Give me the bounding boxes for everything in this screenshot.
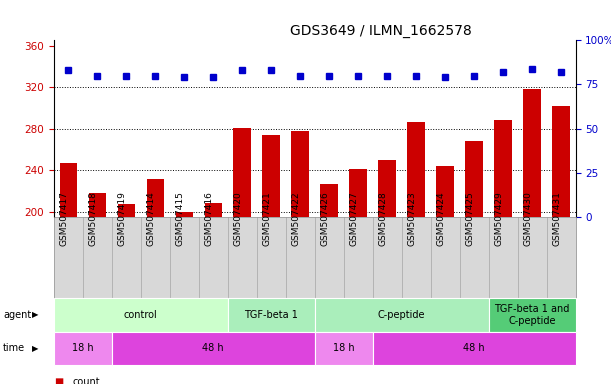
Text: GSM507428: GSM507428 <box>378 192 387 246</box>
Text: GSM507425: GSM507425 <box>465 192 474 246</box>
Bar <box>320 184 338 384</box>
Text: GSM507418: GSM507418 <box>88 192 97 246</box>
Text: GSM507430: GSM507430 <box>523 192 532 246</box>
Text: GSM507424: GSM507424 <box>436 192 445 246</box>
Text: GSM507420: GSM507420 <box>233 192 242 246</box>
Bar <box>59 163 77 384</box>
Text: GSM507427: GSM507427 <box>349 192 358 246</box>
Text: GSM507419: GSM507419 <box>117 192 126 246</box>
Text: GSM507414: GSM507414 <box>146 192 155 246</box>
Text: ▶: ▶ <box>32 344 38 353</box>
Text: GSM507429: GSM507429 <box>494 192 503 246</box>
Bar <box>408 122 425 384</box>
Text: C-peptide: C-peptide <box>378 310 425 320</box>
Bar <box>233 127 251 384</box>
Bar <box>291 131 309 384</box>
Text: agent: agent <box>3 310 31 320</box>
Text: 18 h: 18 h <box>333 343 354 354</box>
Text: 48 h: 48 h <box>202 343 224 354</box>
Text: GSM507422: GSM507422 <box>291 192 300 246</box>
Text: ■: ■ <box>54 377 63 384</box>
Text: GSM507421: GSM507421 <box>262 192 271 246</box>
Bar <box>205 204 222 384</box>
Bar <box>263 135 280 384</box>
Text: GDS3649 / ILMN_1662578: GDS3649 / ILMN_1662578 <box>290 25 472 38</box>
Text: ▶: ▶ <box>32 310 38 319</box>
Bar <box>147 179 164 384</box>
Bar <box>552 106 570 384</box>
Text: 18 h: 18 h <box>72 343 93 354</box>
Text: GSM507416: GSM507416 <box>204 192 213 246</box>
Text: TGF-beta 1: TGF-beta 1 <box>244 310 298 320</box>
Bar <box>524 89 541 384</box>
Text: time: time <box>3 343 25 354</box>
Text: GSM507426: GSM507426 <box>320 192 329 246</box>
Text: GSM507417: GSM507417 <box>59 192 68 246</box>
Bar <box>466 141 483 384</box>
Text: 48 h: 48 h <box>463 343 485 354</box>
Bar <box>494 120 512 384</box>
Text: GSM507431: GSM507431 <box>552 192 561 246</box>
Bar <box>436 166 454 384</box>
Text: control: control <box>124 310 158 320</box>
Text: TGF-beta 1 and
C-peptide: TGF-beta 1 and C-peptide <box>494 304 570 326</box>
Bar <box>175 212 193 384</box>
Bar <box>89 193 106 384</box>
Text: GSM507415: GSM507415 <box>175 192 185 246</box>
Text: count: count <box>72 377 100 384</box>
Bar <box>378 160 396 384</box>
Text: GSM507423: GSM507423 <box>407 192 416 246</box>
Bar <box>117 205 135 384</box>
Bar <box>349 169 367 384</box>
